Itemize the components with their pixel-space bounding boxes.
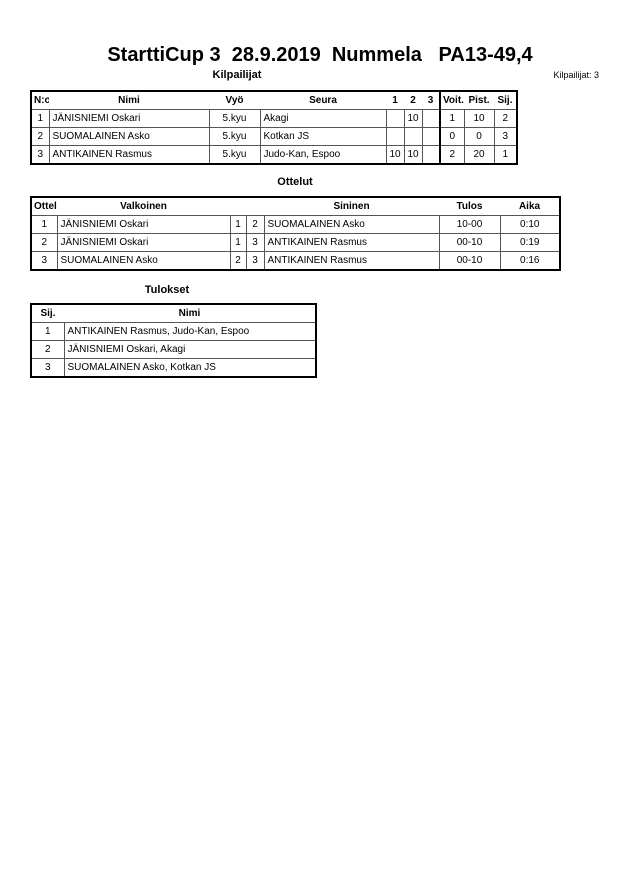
competitors-heading: Kilpailijat (212, 69, 262, 81)
table-cell: 10-00 (438, 215, 501, 234)
table-cell: 3 (493, 127, 518, 146)
table-header: N:o Nimi Vyö Seura 1 2 3 Voit. Pist. Sij… (31, 91, 517, 110)
col-header: N:o (31, 91, 49, 110)
competitors-table: N:o Nimi Vyö Seura 1 2 3 Voit. Pist. Sij… (30, 90, 518, 165)
table-cell: 2 (229, 251, 247, 271)
table-cell: 00-10 (438, 233, 501, 252)
table-cell (421, 127, 441, 146)
table-cell: JÄNISNIEMI Oskari (56, 215, 231, 234)
competitor-count: Kilpailijat: 3 (553, 70, 599, 80)
table-cell: SUOMALAINEN Asko (56, 251, 231, 271)
table-cell: 1 (229, 215, 247, 234)
table-row: 2 JÄNISNIEMI Oskari 1 3 ANTIKAINEN Rasmus 00-… (30, 233, 561, 252)
table-cell: 5.kyu (208, 145, 261, 165)
results-heading: Tulokset (144, 284, 190, 296)
table-cell: 1 (30, 215, 58, 234)
table-cell: 20 (463, 145, 495, 165)
table-cell (385, 109, 405, 128)
table-cell: 10 (463, 109, 495, 128)
table-cell: 0:10 (499, 215, 561, 234)
table-cell: Akagi (259, 109, 387, 128)
table-cell: JÄNISNIEMI Oskari (48, 109, 210, 128)
table-cell: 00-10 (438, 251, 501, 271)
table-cell: 2 (30, 233, 58, 252)
table-cell: 1 (30, 322, 65, 341)
table-cell: 3 (30, 145, 50, 165)
col-header: Ottelu (31, 197, 57, 216)
table-cell: 2 (30, 127, 50, 146)
table-row: 3 SUOMALAINEN Asko 2 3 ANTIKAINEN Rasmus 00-1… (30, 251, 561, 271)
table-cell: 10 (403, 145, 423, 165)
table-row: 1 ANTIKAINEN Rasmus, Judo-Kan, Espoo (30, 322, 317, 341)
table-cell: 10 (403, 109, 423, 128)
table-row: 3 SUOMALAINEN Asko, Kotkan JS (30, 358, 317, 378)
table-cell: 10 (385, 145, 405, 165)
table-cell (421, 109, 441, 128)
table-cell (403, 127, 423, 146)
col-header: 2 (404, 91, 422, 110)
table-cell: 1 (493, 145, 518, 165)
table-cell: SUOMALAINEN Asko (48, 127, 210, 146)
table-cell: ANTIKAINEN Rasmus (48, 145, 210, 165)
table-cell (385, 127, 405, 146)
table-cell: 2 (30, 340, 65, 359)
table-cell: 2 (493, 109, 518, 128)
col-header: Seura (260, 91, 386, 110)
table-cell: Judo-Kan, Espoo (259, 145, 387, 165)
table-cell: Kotkan JS (259, 127, 387, 146)
col-header: Aika (500, 197, 560, 216)
table-cell: 2 (245, 215, 265, 234)
table-cell (421, 145, 441, 165)
col-header: Sij. (31, 304, 64, 323)
results-table: Sij. Nimi 1 ANTIKAINEN Rasmus, Judo-Kan, … (30, 303, 317, 378)
table-cell: 1 (439, 109, 465, 128)
col-header: Tulos (439, 197, 500, 216)
table-row: 2 JÄNISNIEMI Oskari, Akagi (30, 340, 317, 359)
table-cell: ANTIKAINEN Rasmus (263, 251, 440, 271)
table-header: Sij. Nimi (31, 304, 316, 323)
table-cell: SUOMALAINEN Asko, Kotkan JS (63, 358, 317, 378)
matches-table: Ottelu Valkoinen Sininen Tulos Aika 1JÄN… (30, 196, 561, 271)
col-header: Nimi (64, 304, 316, 323)
table-cell: 5.kyu (208, 109, 261, 128)
table-cell: 5.kyu (208, 127, 261, 146)
table-cell: 1 (229, 233, 247, 252)
table-row: 1 JÄNISNIEMI Oskari 1 2 SUOMALAINEN Asko 10-0… (30, 215, 561, 234)
table-cell: JÄNISNIEMI Oskari, Akagi (63, 340, 317, 359)
page-title: StarttiCup 3 28.9.2019 Nummela PA13-49,4 (107, 44, 533, 66)
table-cell: JÄNISNIEMI Oskari (56, 233, 231, 252)
col-header: Valkoinen (57, 197, 230, 216)
table-cell: 3 (245, 233, 265, 252)
table-cell: 3 (245, 251, 265, 271)
table-header: Ottelu Valkoinen Sininen Tulos Aika (31, 197, 560, 216)
matches-heading: Ottelut (277, 176, 313, 188)
table-cell: SUOMALAINEN Asko (263, 215, 440, 234)
col-header: Nimi (49, 91, 209, 110)
table-cell: ANTIKAINEN Rasmus, Judo-Kan, Espoo (63, 322, 317, 341)
table-row: 2 SUOMALAINEN Asko 5.kyu Kotkan JS 0 0 3 (30, 127, 518, 146)
col-header: Vyö (209, 91, 260, 110)
table-cell: 3 (30, 358, 65, 378)
col-header: Pist. (464, 91, 494, 110)
table-cell: 0 (463, 127, 495, 146)
table-cell: 3 (30, 251, 58, 271)
col-header: 1 (386, 91, 404, 110)
table-cell: ANTIKAINEN Rasmus (263, 233, 440, 252)
table-row: 3 ANTIKAINEN Rasmus 5.kyu Judo-Kan, Espoo 10… (30, 145, 518, 165)
table-cell: 0 (439, 127, 465, 146)
table-cell: 2 (439, 145, 465, 165)
table-row: 1 JÄNISNIEMI Oskari 5.kyu Akagi 10 1 10 2 (30, 109, 518, 128)
col-header: Sininen (264, 197, 439, 216)
table-cell: 0:16 (499, 251, 561, 271)
table-cell: 1 (30, 109, 50, 128)
col-header: Voit. (439, 91, 464, 110)
table-cell: 0:19 (499, 233, 561, 252)
col-header: Sij. (494, 91, 517, 110)
col-header: 3 (422, 91, 440, 110)
